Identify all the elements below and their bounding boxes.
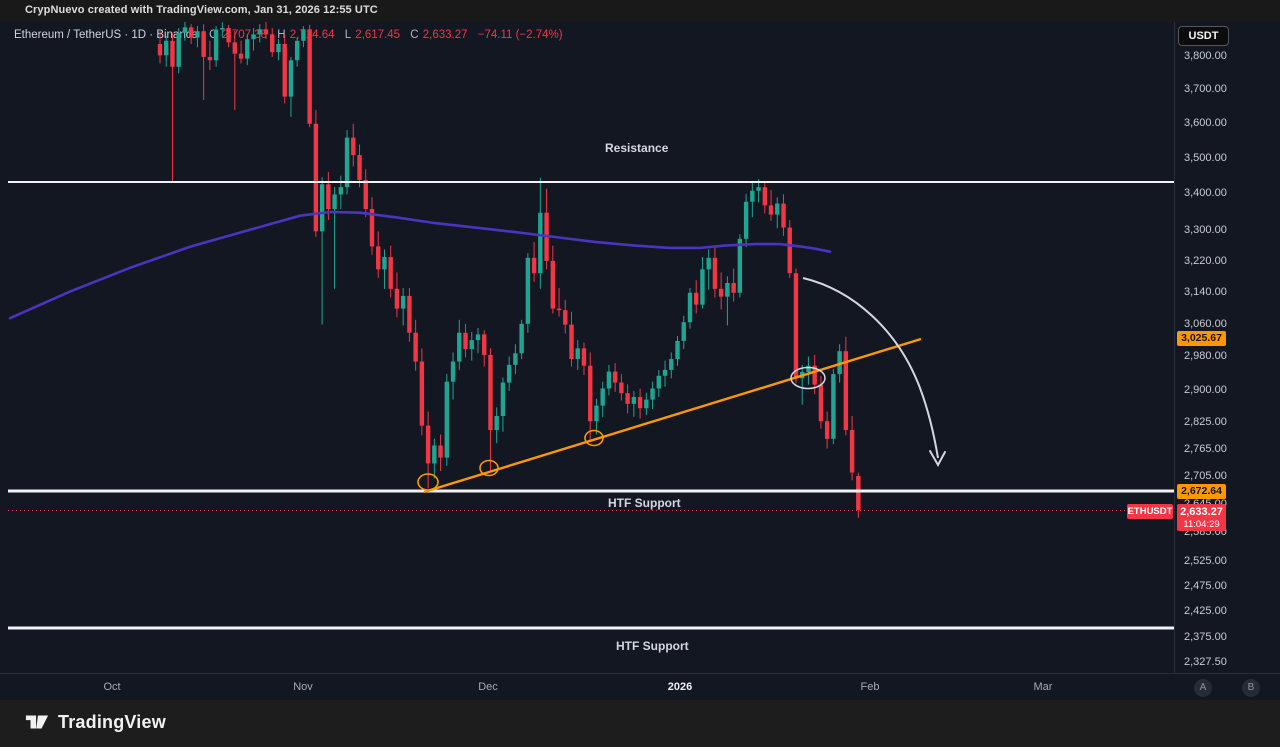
htf-support-upper-label: HTF Support	[608, 496, 681, 510]
snapshot-footer: TradingView	[0, 700, 1280, 747]
time-axis-label: Feb	[860, 681, 880, 693]
resistance-label: Resistance	[605, 141, 669, 155]
candles	[157, 22, 861, 518]
currency-button[interactable]: USDT	[1178, 26, 1229, 46]
change-value: −74.11 (−2.74%)	[477, 29, 563, 41]
symbol-title: Ethereum / TetherUS · 1D · Binance	[14, 29, 198, 41]
snapshot-header: CrypNuevo created with TradingView.com, …	[0, 0, 1280, 22]
tradingview-logo[interactable]: TradingView	[24, 710, 166, 734]
low-label: L	[344, 29, 352, 41]
high-value: 2,714.64	[289, 29, 335, 41]
close-label: C	[410, 29, 419, 41]
symbol-price-tag: ETHUSDT	[1127, 503, 1173, 519]
htf-support-lower-label: HTF Support	[616, 639, 689, 653]
trendline-touch-circle[interactable]	[417, 473, 439, 491]
price-axis-label: 2,705.00	[1184, 470, 1227, 483]
breakdown-ellipse[interactable]	[790, 366, 826, 390]
price-axis-label: 3,220.00	[1184, 254, 1227, 267]
time-axis-label: Oct	[103, 681, 121, 693]
price-axis[interactable]: USDT 3,025.67 2,672.64 2,633.27 11:04:29…	[1174, 22, 1280, 673]
trendline-touch-circle[interactable]	[584, 429, 604, 447]
price-axis-label: 3,500.00	[1184, 151, 1227, 164]
price-axis-label: 2,475.00	[1184, 579, 1227, 592]
chart-area: Ethereum / TetherUS · 1D · Binance O 2,7…	[0, 22, 1280, 700]
symbol-legend: Ethereum / TetherUS · 1D · Binance O 2,7…	[14, 29, 567, 41]
time-axis[interactable]: Oct Nov Dec 2026 Feb Mar A B	[0, 673, 1280, 700]
moving-average-line	[8, 210, 832, 320]
price-axis-label: 3,300.00	[1184, 224, 1227, 237]
price-axis-label: 2,765.00	[1184, 443, 1227, 455]
trendline-price-tag: 3,025.67	[1177, 331, 1226, 347]
price-axis-label: 3,400.00	[1184, 187, 1227, 200]
price-axis-label: 3,140.00	[1184, 285, 1227, 298]
ascending-trendline[interactable]	[423, 337, 922, 494]
price-axis-label: 2,825.00	[1184, 416, 1227, 429]
time-axis-label: Mar	[1033, 681, 1053, 693]
bar-countdown: 11:04:29	[1183, 518, 1220, 530]
high-label: H	[277, 29, 286, 41]
last-price-tag: 2,633.27 11:04:29	[1177, 503, 1226, 531]
tradingview-logo-mark-icon	[25, 715, 49, 729]
low-value: 2,617.45	[355, 29, 401, 41]
price-axis-label: 2,375.00	[1184, 630, 1227, 643]
price-axis-label: 2,525.00	[1184, 555, 1227, 568]
credit-text: CrypNuevo created with TradingView.com, …	[25, 4, 378, 16]
trendline-touch-circle[interactable]	[479, 459, 499, 477]
time-axis-label: 2026	[667, 681, 693, 693]
last-price-value: 2,633.27	[1180, 505, 1223, 518]
projection-arrow[interactable]	[802, 277, 939, 459]
support-price-tag: 2,672.64	[1177, 484, 1226, 500]
price-axis-label: 2,980.00	[1184, 350, 1227, 363]
time-axis-label: Dec	[478, 681, 498, 693]
price-axis-label: 2,900.00	[1184, 384, 1227, 396]
candlestick-chart[interactable]	[0, 22, 1174, 673]
price-axis-label: 2,327.50	[1184, 655, 1227, 668]
projection-arrow-head	[929, 450, 946, 468]
brand-text: TradingView	[58, 711, 166, 732]
axis-button-b[interactable]: B	[1242, 679, 1260, 697]
price-axis-label: 2,425.00	[1184, 605, 1227, 618]
price-axis-label: 3,800.00	[1184, 50, 1227, 62]
open-label: O	[209, 29, 219, 41]
open-value: 2,707.38	[222, 29, 267, 41]
axis-button-a[interactable]: A	[1194, 679, 1212, 697]
time-axis-label: Nov	[293, 681, 313, 693]
price-axis-label: 3,060.00	[1184, 317, 1227, 330]
price-axis-label: 3,700.00	[1184, 82, 1227, 95]
price-axis-label: 3,600.00	[1184, 116, 1227, 129]
close-value: 2,633.27	[422, 29, 468, 41]
